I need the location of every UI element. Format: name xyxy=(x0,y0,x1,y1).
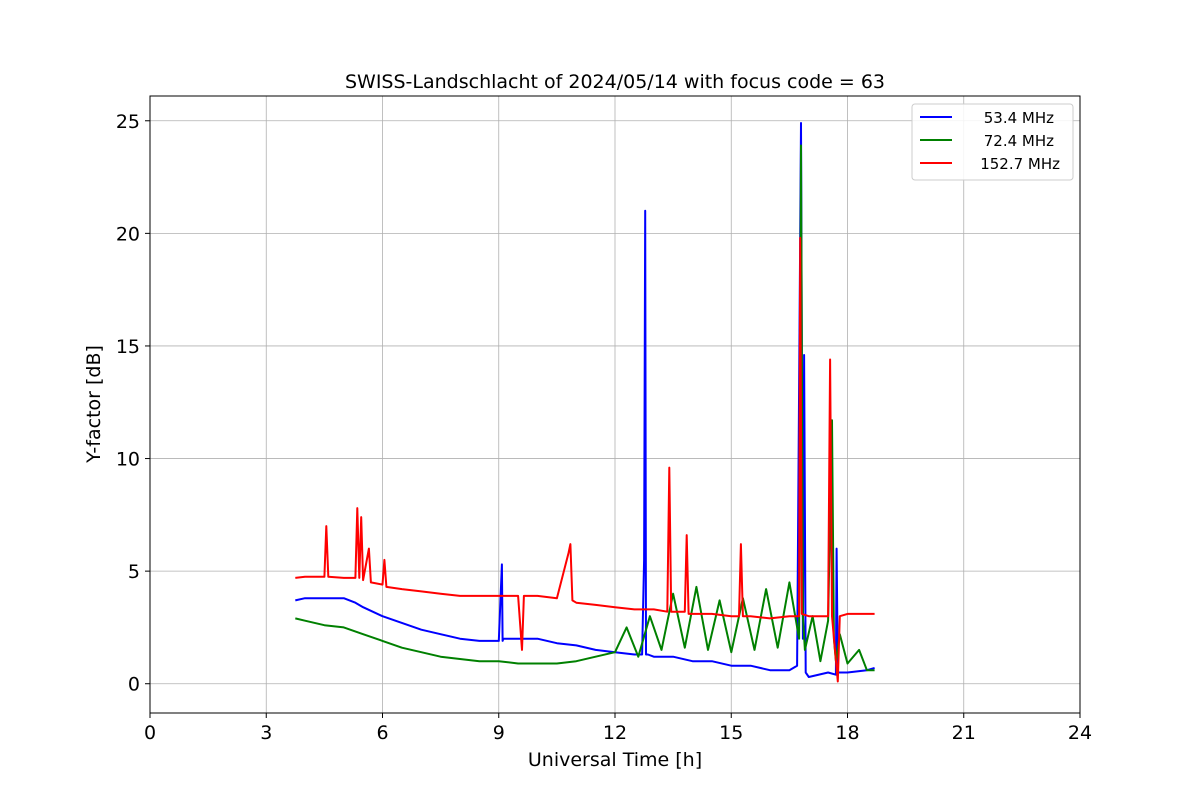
axis-ticks: 0 3 6 9 12 15 18 21 24 0 5 10 15 20 25 xyxy=(116,111,1092,744)
y-axis-label: Y-factor [dB] xyxy=(83,345,105,464)
y-tick-label: 25 xyxy=(116,111,140,133)
series-lines xyxy=(295,122,875,683)
x-tick-label: 6 xyxy=(376,722,388,744)
series-53mhz-line xyxy=(295,122,875,678)
legend-label-152mhz: 152.7 MHz xyxy=(980,155,1060,173)
x-axis-label: Universal Time [h] xyxy=(528,749,702,771)
legend-label-72mhz: 72.4 MHz xyxy=(984,132,1054,150)
series-152mhz-line xyxy=(295,236,875,683)
y-tick-label: 5 xyxy=(128,561,140,583)
x-tick-label: 12 xyxy=(603,722,627,744)
y-tick-label: 20 xyxy=(116,223,140,245)
x-tick-label: 21 xyxy=(952,722,976,744)
x-tick-label: 9 xyxy=(493,722,505,744)
legend-box xyxy=(911,103,1074,181)
x-tick-label: 24 xyxy=(1068,722,1092,744)
y-tick-label: 15 xyxy=(116,336,140,358)
x-tick-label: 18 xyxy=(835,722,859,744)
y-tick-label: 0 xyxy=(128,674,140,696)
x-tick-label: 3 xyxy=(260,722,272,744)
legend: 53.4 MHz 72.4 MHz 152.7 MHz xyxy=(911,103,1074,181)
x-tick-label: 15 xyxy=(719,722,743,744)
x-tick-label: 0 xyxy=(144,722,156,744)
chart-title: SWISS-Landschlacht of 2024/05/14 with fo… xyxy=(345,71,885,93)
legend-label-53mhz: 53.4 MHz xyxy=(984,109,1054,127)
y-tick-label: 10 xyxy=(116,449,140,471)
